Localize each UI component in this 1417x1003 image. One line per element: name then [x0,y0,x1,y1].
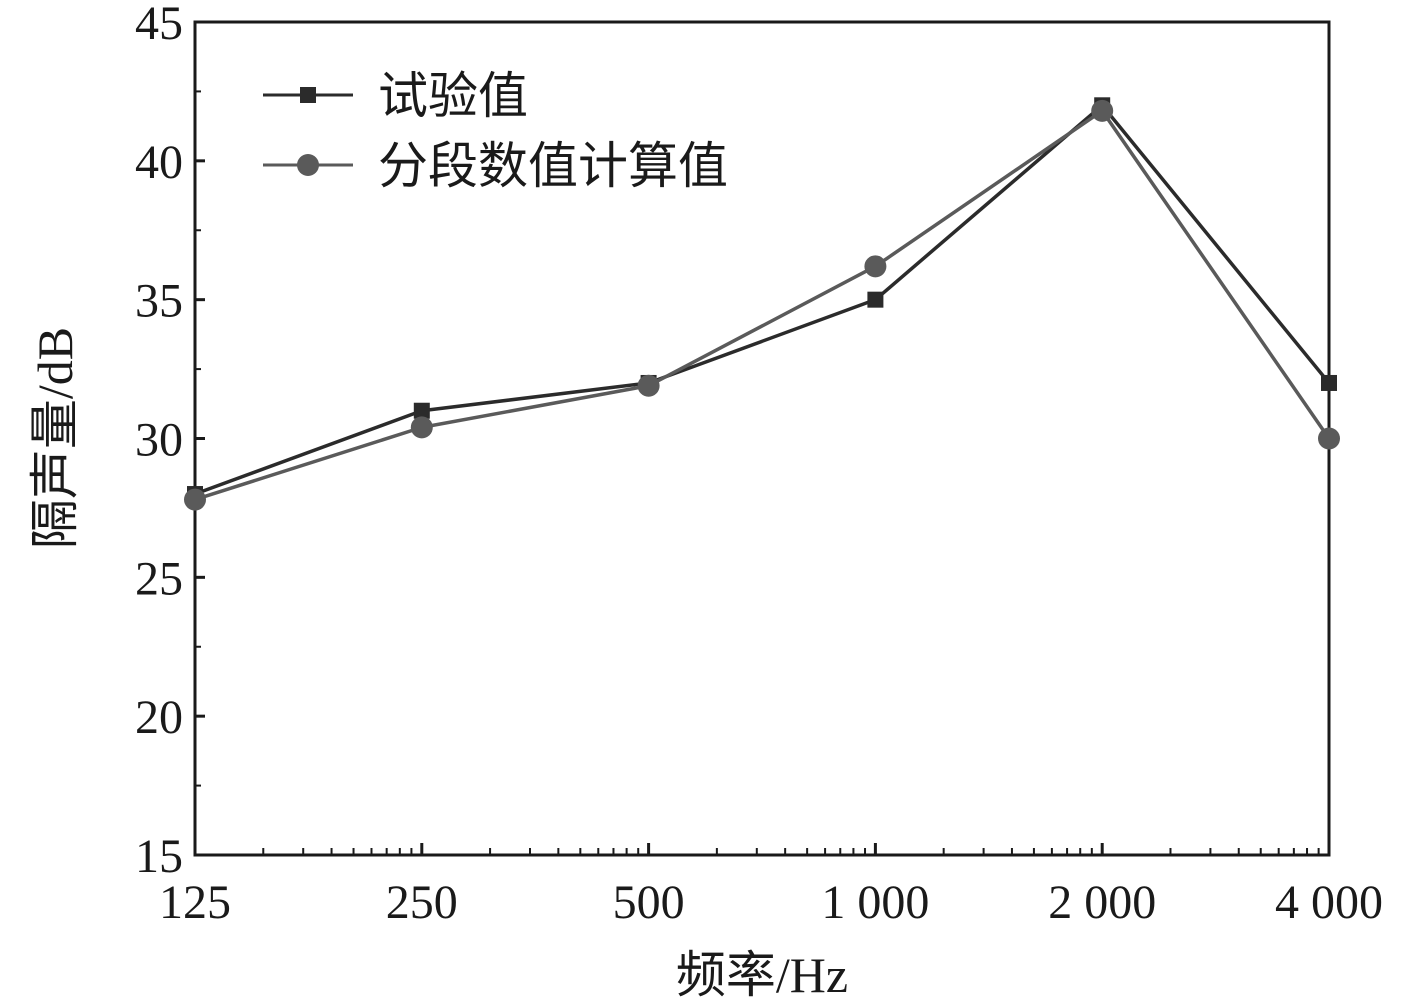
legend-marker-numerical [297,154,319,176]
legend-marker-experimental [300,87,316,103]
square-point [1321,374,1337,391]
y-tick-label: 15 [135,830,183,883]
circle-point [1091,99,1114,122]
y-axis-label: 隔声量/dB [27,327,83,549]
y-tick-labels: 15 20 25 30 35 40 45 [135,0,183,883]
x-tick-label: 125 [159,876,231,929]
legend-label-experimental: 试验值 [378,68,528,124]
circle-point [637,374,660,397]
plot-area [193,20,1331,857]
x-tick-label: 1 000 [821,876,929,929]
circle-point [184,488,206,511]
x-tick-label: 500 [613,876,685,929]
x-tick-label: 2 000 [1048,876,1156,929]
y-tick-label: 20 [135,691,183,744]
y-tick-label: 25 [135,552,183,605]
circle-point [864,255,887,278]
x-tick-labels: 125 250 500 1 000 2 000 4 000 [159,876,1383,929]
y-tick-label: 45 [135,0,183,50]
x-axis-label: 频率/Hz [676,947,848,1003]
circle-point [1318,427,1340,450]
major-ticks [193,20,1331,857]
square-point [413,402,430,419]
minor-ticks [195,90,1320,855]
circle-point [410,416,433,439]
square-point [867,291,884,308]
x-tick-label: 4 000 [1275,876,1383,929]
series-line-0 [194,103,1331,496]
series-layer [184,97,1340,511]
x-tick-label: 250 [386,876,458,929]
series-line-1 [194,109,1331,502]
y-tick-label: 30 [135,414,183,467]
legend-label-numerical: 分段数值计算值 [378,138,728,194]
y-tick-label: 35 [135,275,183,328]
y-tick-label: 40 [135,136,183,189]
legend: 试验值 分段数值计算值 [263,68,728,194]
